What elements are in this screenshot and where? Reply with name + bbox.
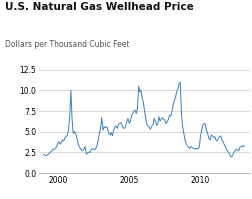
Text: Dollars per Thousand Cubic Feet: Dollars per Thousand Cubic Feet — [5, 40, 129, 49]
Text: U.S. Natural Gas Wellhead Price: U.S. Natural Gas Wellhead Price — [5, 2, 193, 12]
